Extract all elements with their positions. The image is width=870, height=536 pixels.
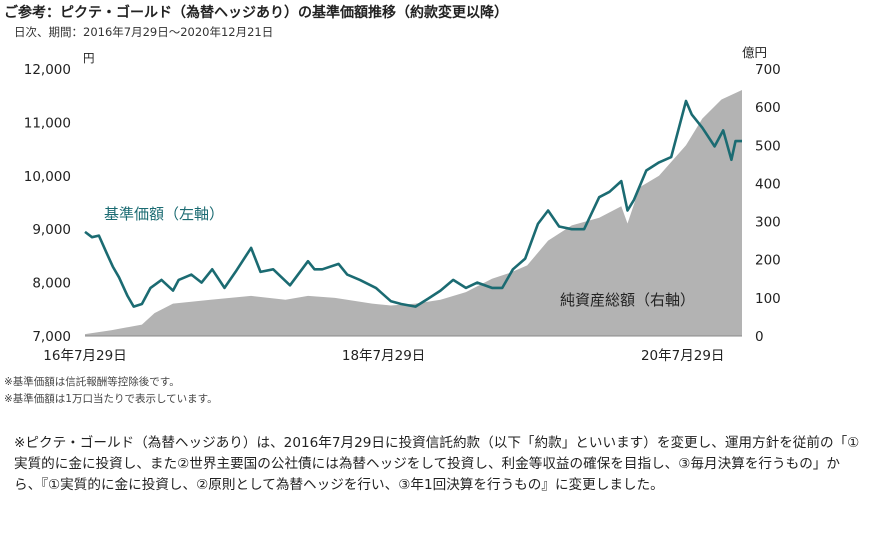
nav-line-layer: [84, 99, 742, 308]
x-axis-tick-label: 16年7月29日: [43, 348, 126, 364]
nav-chart: 7,000 8,000 9,000 10,000 11,000 12,000 円 0 100 20…: [24, 45, 781, 364]
net-assets-area-layer: [85, 90, 742, 336]
x-axis-tick-label: 20年7月29日: [641, 348, 724, 364]
left-axis-tick-label: 7,000: [32, 329, 71, 345]
labels-layer: 7,000 8,000 9,000 10,000 11,000 12,000 円 0 100 20…: [24, 45, 781, 364]
left-axis-tick-label: 12,000: [24, 62, 71, 78]
nav-series-label: 基準価額（左軸）: [104, 205, 224, 223]
explanation-text: ※ピクテ・ゴールド（為替ヘッジあり）は、2016年7月29日に投資信託約款（以下…: [14, 435, 860, 493]
chart-title: ご参考：ピクテ・ゴールド（為替ヘッジあり）の基準価額推移（約款変更以降）: [4, 5, 508, 21]
right-axis-tick-label: 300: [755, 215, 781, 231]
right-axis-tick-label: 500: [755, 138, 781, 154]
right-axis-tick-label: 100: [755, 291, 781, 307]
footnote-1: ※基準価額は信託報酬等控除後です。: [4, 376, 180, 388]
x-axis-tick-label: 18年7月29日: [342, 348, 425, 364]
left-axis-tick-label: 9,000: [32, 222, 71, 238]
nav-line: [84, 99, 742, 308]
net-assets-series-label: 純資産総額（右軸）: [560, 291, 695, 309]
right-axis-unit: 億円: [742, 45, 767, 60]
chart-subtitle: 日次、期間：2016年7月29日～2020年12月21日: [14, 25, 274, 39]
right-axis-tick-label: 400: [755, 176, 781, 192]
right-axis-tick-label: 700: [755, 62, 781, 78]
left-axis-tick-label: 10,000: [24, 169, 71, 185]
left-axis-unit: 円: [83, 51, 95, 65]
explanation-paragraph: ※ピクテ・ゴールド（為替ヘッジあり）は、2016年7月29日に投資信託約款（以下…: [14, 433, 860, 496]
right-axis-tick-label: 0: [755, 329, 764, 345]
left-axis-tick-label: 8,000: [32, 276, 71, 292]
net-assets-area: [85, 90, 742, 336]
right-axis-tick-label: 200: [755, 253, 781, 269]
right-axis-tick-label: 600: [755, 100, 781, 116]
footnote-2: ※基準価額は1万口当たりで表示しています。: [4, 393, 218, 405]
left-axis-tick-label: 11,000: [24, 115, 71, 131]
